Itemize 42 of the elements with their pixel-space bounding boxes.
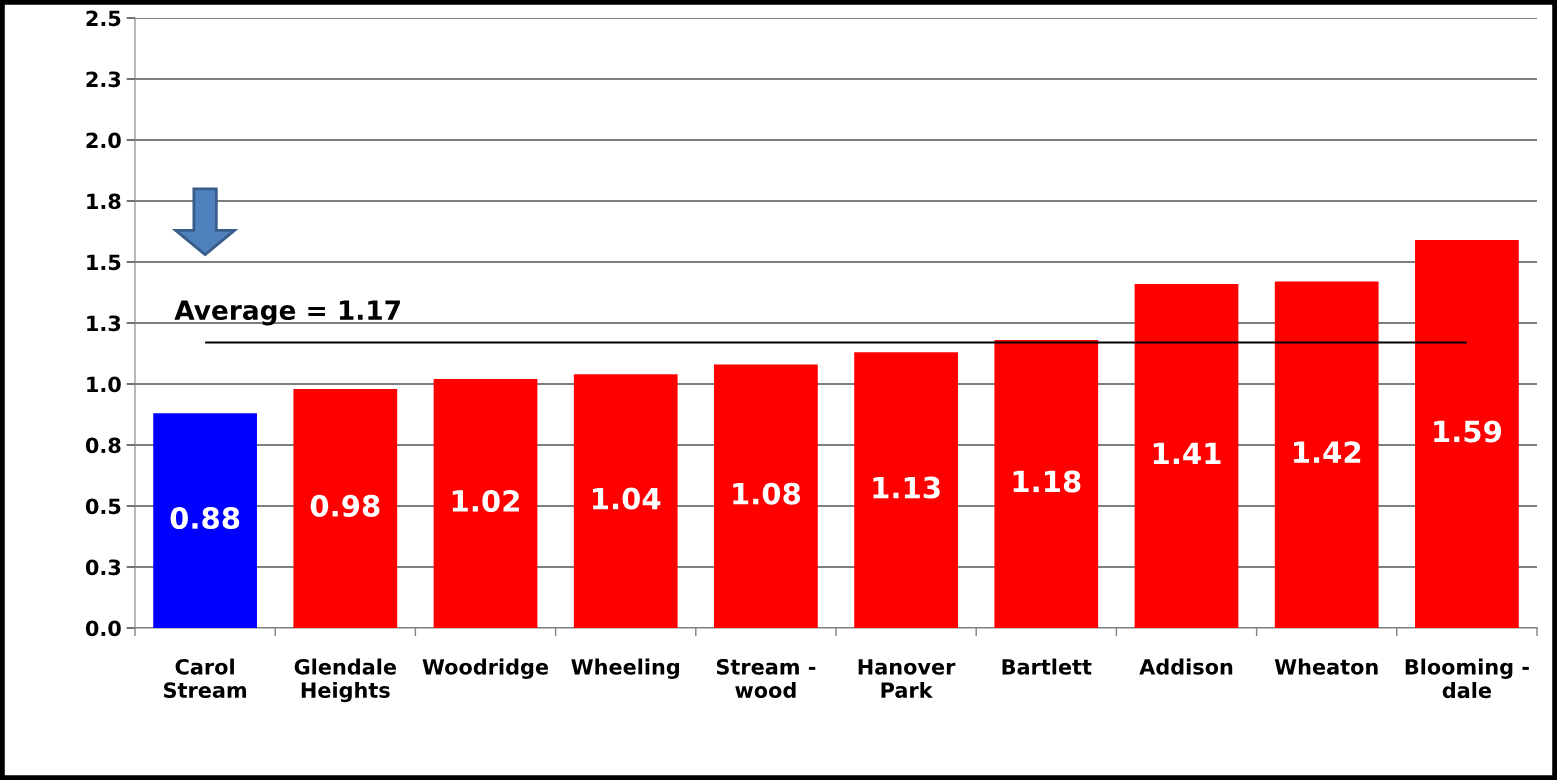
bar	[1274, 281, 1379, 628]
x-tick-label: Stream - wood	[716, 658, 816, 699]
y-tick-label: 2.3	[86, 71, 121, 88]
data-label: 1.08	[733, 482, 801, 505]
x-tick-label: Addison	[1139, 658, 1233, 675]
data-label: 0.98	[310, 494, 380, 517]
ref-line-label: Average = 1.17	[174, 300, 400, 326]
bar	[153, 413, 257, 628]
bar	[714, 364, 818, 628]
bar	[854, 352, 958, 628]
x-tick-label: Bartlett	[1002, 658, 1092, 675]
x-tick-label: Blooming - dale	[1405, 658, 1529, 699]
data-label: 1.42	[1294, 441, 1361, 463]
x-tick-label: Glendale Heights	[294, 658, 397, 703]
x-tick-label: Wheeling	[571, 658, 679, 679]
x-tick-label: Carol Stream	[164, 658, 247, 699]
bar	[1415, 240, 1519, 628]
y-tick-label: 1.0	[87, 376, 121, 393]
data-label: 1.02	[452, 489, 519, 513]
data-label: 1.13	[873, 476, 940, 499]
y-tick-label: 0.8	[85, 437, 121, 454]
y-tick-label: 0.3	[85, 559, 121, 576]
bar	[1134, 283, 1239, 628]
x-tick-label: Hanover Park	[858, 659, 956, 699]
y-tick-label: 1.8	[87, 193, 121, 210]
y-tick-label: 1.5	[87, 254, 121, 271]
data-label: 0.88	[170, 507, 240, 530]
x-tick-label: Woodridge	[422, 658, 549, 679]
x-tick-label: Wheaton	[1274, 658, 1378, 675]
y-tick-label: 2.5	[86, 10, 121, 27]
y-tick-label: 0.5	[85, 498, 121, 515]
y-tick-label: 2.0	[86, 132, 121, 149]
data-label: 1.59	[1434, 420, 1502, 443]
y-tick-label: 1.3	[87, 315, 121, 332]
bar	[573, 374, 678, 628]
bar	[994, 340, 1099, 628]
data-label: 1.41	[1153, 442, 1221, 465]
data-label: 1.18	[1013, 470, 1081, 493]
data-label: 1.04	[593, 487, 661, 510]
bar	[293, 388, 398, 628]
bar	[433, 379, 538, 628]
y-tick-label: 0.0	[85, 620, 121, 637]
